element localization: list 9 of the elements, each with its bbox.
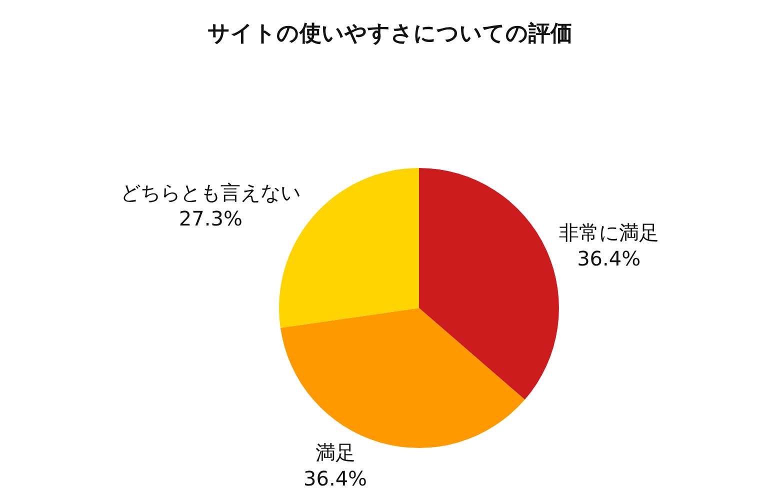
slice-label: 満足 <box>315 440 356 464</box>
pie-slice <box>279 168 419 328</box>
data-label: 36.4% <box>304 466 368 490</box>
data-label: 27.3% <box>178 206 242 231</box>
chart-title: サイトの使いやすさについての評価 <box>208 21 572 46</box>
slice-label: 非常に満足 <box>558 220 659 245</box>
slice-label: どちらとも言えない <box>120 180 301 205</box>
data-label: 36.4% <box>577 246 641 271</box>
pie-slice <box>419 168 559 400</box>
